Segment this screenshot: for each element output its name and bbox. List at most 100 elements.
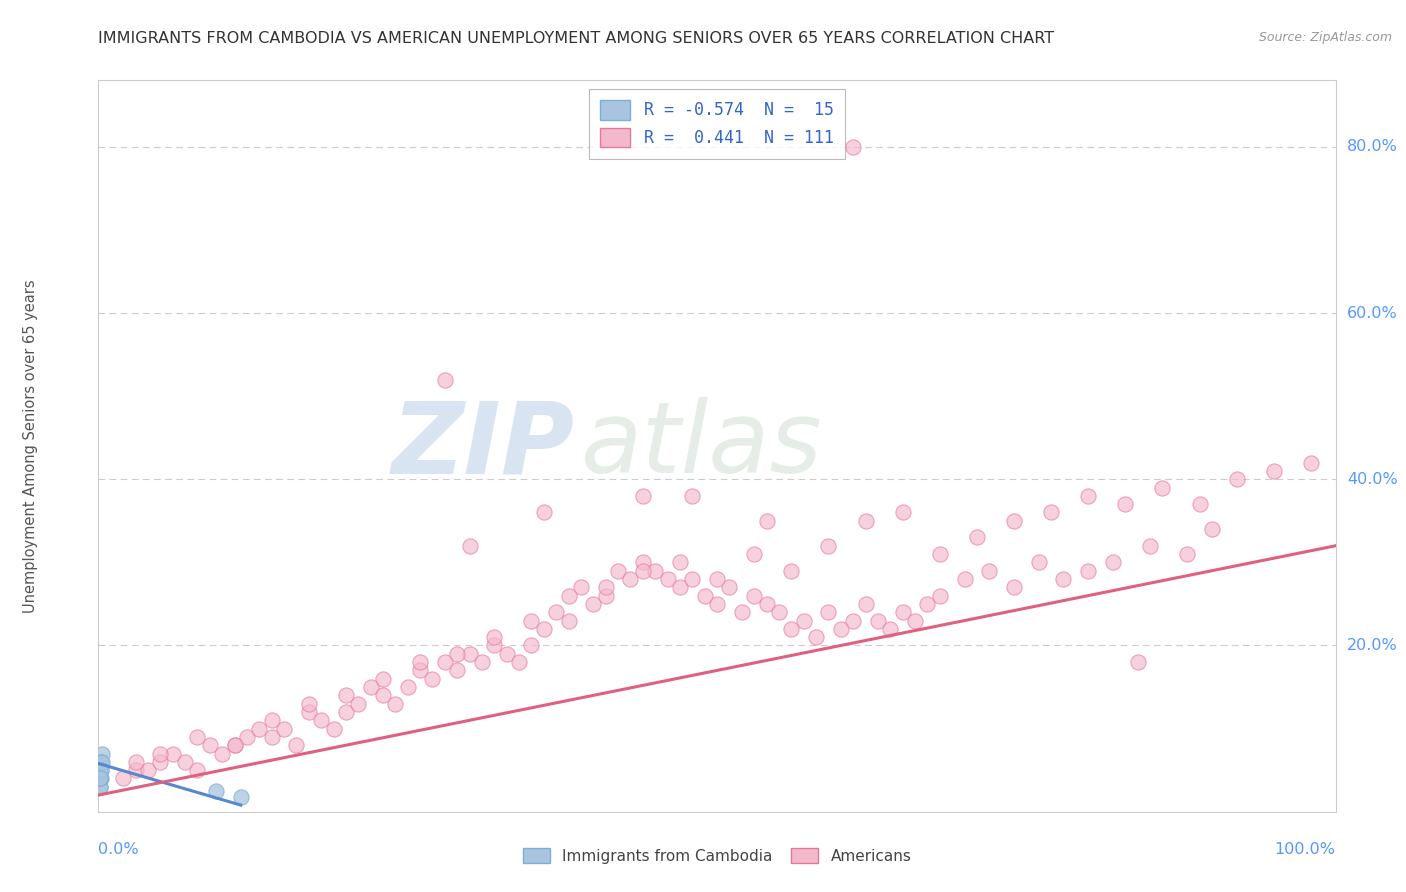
Point (322, 722, 344, 736)
Point (657, 572, 679, 586)
Text: ZIP: ZIP (392, 398, 575, 494)
Point (830, 622, 852, 636)
Point (755, 597, 778, 611)
Point (422, 672, 444, 686)
Point (718, 580, 741, 594)
Point (706, 572, 728, 586)
Point (458, 647, 481, 661)
Point (335, 705, 357, 719)
Point (90, 772, 112, 786)
Point (90, 755, 112, 769)
Point (90, 755, 112, 769)
Point (582, 597, 605, 611)
Point (631, 564, 654, 578)
Point (1002, 580, 1025, 594)
Point (458, 539, 481, 553)
Point (309, 714, 332, 728)
Point (904, 614, 927, 628)
Point (793, 614, 815, 628)
Point (198, 738, 221, 752)
Point (409, 655, 432, 669)
Point (495, 647, 517, 661)
Point (891, 605, 914, 619)
Point (89, 772, 111, 786)
Point (557, 589, 579, 603)
Point (780, 564, 803, 578)
Point (90, 763, 112, 777)
Text: 20.0%: 20.0% (1347, 638, 1398, 653)
Point (1299, 456, 1322, 470)
Text: 60.0%: 60.0% (1347, 306, 1398, 320)
Text: 80.0%: 80.0% (1347, 139, 1398, 154)
Point (533, 622, 555, 636)
Point (224, 738, 246, 752)
Point (669, 555, 692, 569)
Point (631, 555, 654, 569)
Point (433, 372, 456, 386)
Point (229, 789, 252, 804)
Point (89, 780, 111, 794)
Point (360, 680, 382, 694)
Point (1002, 514, 1025, 528)
Point (433, 655, 456, 669)
Point (742, 547, 765, 561)
Point (260, 714, 283, 728)
Point (136, 763, 159, 777)
Point (186, 763, 208, 777)
Point (855, 514, 877, 528)
Point (917, 597, 939, 611)
Point (371, 672, 394, 686)
Point (804, 630, 827, 644)
Point (742, 589, 765, 603)
Point (1126, 655, 1149, 669)
Point (186, 730, 208, 744)
Point (1175, 547, 1198, 561)
Point (979, 564, 1001, 578)
Point (471, 655, 494, 669)
Point (446, 664, 468, 678)
Point (1263, 464, 1285, 478)
Point (1188, 497, 1211, 511)
Point (1040, 506, 1063, 520)
Point (693, 589, 716, 603)
Point (247, 722, 270, 736)
Point (484, 630, 506, 644)
Point (1139, 539, 1161, 553)
Point (928, 547, 950, 561)
Point (842, 614, 865, 628)
Point (1028, 555, 1050, 569)
Point (91, 755, 114, 769)
Point (557, 614, 579, 628)
Text: 100.0%: 100.0% (1275, 842, 1336, 857)
Point (817, 605, 839, 619)
Point (1052, 572, 1074, 586)
Point (89, 772, 111, 786)
Point (681, 489, 703, 503)
Point (731, 605, 754, 619)
Point (211, 747, 233, 761)
Point (112, 772, 135, 786)
Point (409, 664, 432, 678)
Point (631, 489, 654, 503)
Point (446, 647, 468, 661)
Point (546, 605, 568, 619)
Point (1201, 522, 1223, 536)
Point (768, 605, 790, 619)
Point (855, 597, 877, 611)
Point (371, 689, 394, 703)
Point (162, 747, 184, 761)
Point (953, 572, 976, 586)
Point (298, 705, 321, 719)
Point (1114, 497, 1136, 511)
Text: IMMIGRANTS FROM CAMBODIA VS AMERICAN UNEMPLOYMENT AMONG SENIORS OVER 65 YEARS CO: IMMIGRANTS FROM CAMBODIA VS AMERICAN UNE… (98, 31, 1054, 46)
Point (520, 639, 543, 653)
Text: 40.0%: 40.0% (1347, 472, 1398, 487)
Text: atlas: atlas (581, 398, 823, 494)
Point (260, 730, 283, 744)
Point (89, 780, 111, 794)
Point (484, 639, 506, 653)
Point (1077, 564, 1099, 578)
Point (706, 597, 728, 611)
Point (520, 614, 543, 628)
Legend: Immigrants from Cambodia, Americans: Immigrants from Cambodia, Americans (516, 842, 918, 870)
